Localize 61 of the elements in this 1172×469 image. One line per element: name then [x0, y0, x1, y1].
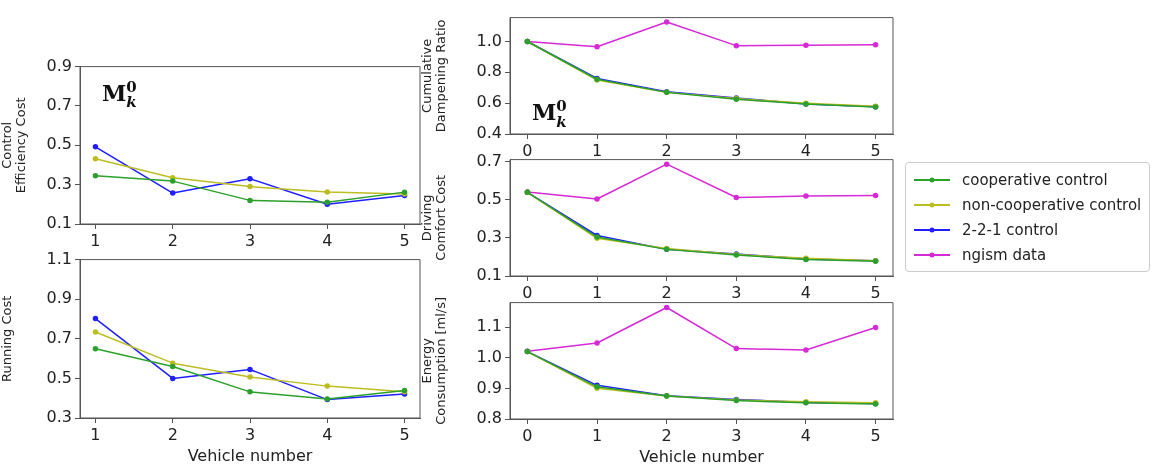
y-axis-title: Control Efficiency Cost	[0, 97, 28, 194]
x-axis-title: Vehicle number	[187, 445, 313, 465]
y-tick-label: 0.9	[46, 55, 72, 75]
x-tick-label: 4	[800, 140, 812, 160]
y-tick-label: 0.7	[476, 151, 502, 171]
legend-label: cooperative control	[962, 170, 1108, 189]
y-tick-label: 0.3	[46, 173, 72, 193]
x-axis-title: Vehicle number	[639, 446, 765, 466]
x-tick-label: 4	[322, 230, 333, 250]
y-axis-title: Driving Comfort Cost	[418, 174, 448, 261]
y-tick-label: 0.8	[476, 408, 502, 428]
y-tick-label: 0.8	[476, 61, 502, 81]
y-axis-title: Cumulative Dampening Ratio	[418, 19, 448, 133]
y-tick-label: 1.0	[476, 30, 502, 50]
x-tick-label: 2	[661, 140, 672, 160]
y-tick-label: 0.5	[46, 134, 72, 154]
x-tick-label: 4	[322, 424, 333, 444]
x-tick-label: 2	[661, 425, 672, 445]
x-tick-label: 4	[800, 425, 812, 445]
x-tick-label: 1	[591, 282, 603, 302]
y-tick-label: 0.5	[476, 189, 502, 209]
y-tick-label: 0.6	[476, 92, 502, 112]
legend-label: ngism data	[962, 245, 1047, 264]
x-tick-label: 4	[800, 282, 812, 302]
legend-label: 2-2-1 control	[962, 220, 1059, 239]
x-tick-label: 1	[90, 230, 101, 250]
y-tick-label: 0.1	[476, 265, 502, 285]
x-tick-label: 3	[731, 140, 742, 160]
x-tick-label: 3	[244, 230, 256, 250]
x-tick-label: 3	[244, 424, 256, 444]
y-tick-label: 0.1	[46, 213, 72, 233]
x-tick-label: 2	[167, 424, 178, 444]
x-tick-label: 0	[522, 140, 533, 160]
x-tick-label: 0	[522, 425, 533, 445]
x-tick-label: 3	[731, 282, 742, 302]
y-axis-title: Energy Consumption [ml/s]	[418, 296, 448, 425]
y-tick-label: 0.5	[46, 367, 72, 387]
x-tick-label: 2	[167, 230, 178, 250]
x-tick-label: 2	[661, 282, 672, 302]
x-tick-label: 5	[399, 424, 410, 444]
y-tick-label: 1.1	[476, 316, 502, 336]
y-tick-label: 0.7	[46, 327, 72, 347]
x-tick-label: 5	[870, 140, 881, 160]
y-tick-label: 0.3	[476, 227, 502, 247]
y-tick-label: 1.0	[476, 346, 502, 366]
x-tick-label: 5	[870, 282, 881, 302]
x-tick-label: 1	[591, 425, 603, 445]
x-tick-label: 1	[90, 424, 101, 444]
y-tick-label: 0.9	[476, 377, 502, 397]
x-tick-label: 3	[731, 425, 742, 445]
x-tick-label: 0	[522, 282, 533, 302]
legend-label: non-cooperative control	[962, 195, 1142, 214]
y-tick-label: 1.1	[46, 248, 72, 268]
x-tick-label: 1	[591, 140, 603, 160]
x-tick-label: 5	[870, 425, 881, 445]
y-tick-label: 0.7	[46, 95, 72, 115]
y-tick-label: 0.4	[476, 123, 502, 143]
x-tick-label: 5	[399, 230, 410, 250]
y-axis-title: Running Cost	[0, 295, 14, 382]
y-tick-label: 0.9	[46, 288, 72, 308]
y-tick-label: 0.3	[46, 407, 72, 427]
